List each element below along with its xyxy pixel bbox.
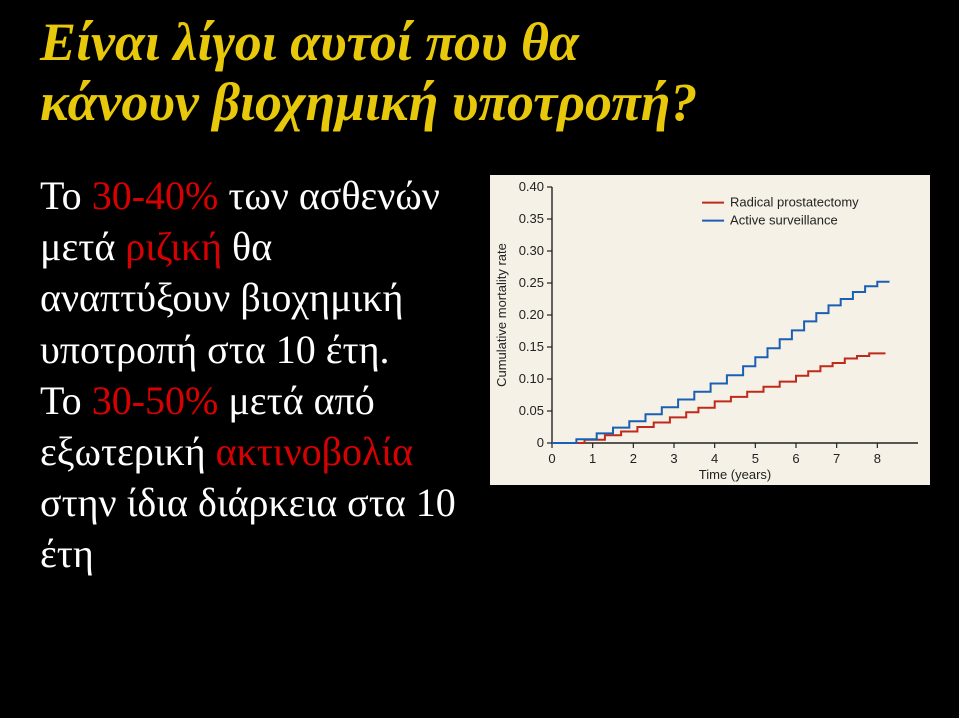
title-line-2: κάνουν βιοχημική υποτροπή? xyxy=(40,72,697,132)
mortality-chart: 0 0.05 0.10 0.15 0.20 0.25 0.30 0.35 0.40 0 1 2 3 4 5 6… xyxy=(490,175,930,485)
svg-text:0.30: 0.30 xyxy=(519,243,544,258)
title-line-1: Είναι λίγοι αυτοί που θα xyxy=(40,12,579,72)
svg-text:0.10: 0.10 xyxy=(519,371,544,386)
svg-text:1: 1 xyxy=(589,451,596,466)
slide: Είναι λίγοι αυτοί που θα κάνουν βιοχημικ… xyxy=(0,0,959,718)
p1-percent: 30-40% xyxy=(92,173,219,218)
p2-percent: 30-50% xyxy=(92,378,219,423)
svg-text:Active surveillance: Active surveillance xyxy=(730,213,838,228)
p2-end: στην ίδια διάρκεια στα 10 έτη xyxy=(40,480,456,576)
chart-svg: 0 0.05 0.10 0.15 0.20 0.25 0.30 0.35 0.40 0 1 2 3 4 5 6… xyxy=(490,175,930,485)
svg-text:0.15: 0.15 xyxy=(519,339,544,354)
svg-text:3: 3 xyxy=(670,451,677,466)
svg-text:Time (years): Time (years) xyxy=(699,467,771,482)
svg-text:0.25: 0.25 xyxy=(519,275,544,290)
body-text: Το 30-40% των ασθενών μετά ριζική θα ανα… xyxy=(40,170,470,580)
svg-text:0.05: 0.05 xyxy=(519,403,544,418)
svg-text:7: 7 xyxy=(833,451,840,466)
svg-text:0.20: 0.20 xyxy=(519,307,544,322)
slide-title: Είναι λίγοι αυτοί που θα κάνουν βιοχημικ… xyxy=(40,12,919,133)
p2-keyword: ακτινοβολία xyxy=(216,429,414,474)
svg-text:0: 0 xyxy=(537,435,544,450)
p1-keyword: ριζική xyxy=(125,224,222,269)
svg-text:4: 4 xyxy=(711,451,718,466)
svg-text:8: 8 xyxy=(874,451,881,466)
svg-text:0: 0 xyxy=(548,451,555,466)
svg-text:6: 6 xyxy=(792,451,799,466)
p1-prefix: Το xyxy=(40,173,92,218)
svg-text:5: 5 xyxy=(752,451,759,466)
p2-prefix: Το xyxy=(40,378,92,423)
svg-text:0.35: 0.35 xyxy=(519,211,544,226)
svg-text:0.40: 0.40 xyxy=(519,179,544,194)
svg-text:Radical prostatectomy: Radical prostatectomy xyxy=(730,195,859,210)
svg-text:Cumulative mortality rate: Cumulative mortality rate xyxy=(494,243,509,387)
svg-text:2: 2 xyxy=(630,451,637,466)
